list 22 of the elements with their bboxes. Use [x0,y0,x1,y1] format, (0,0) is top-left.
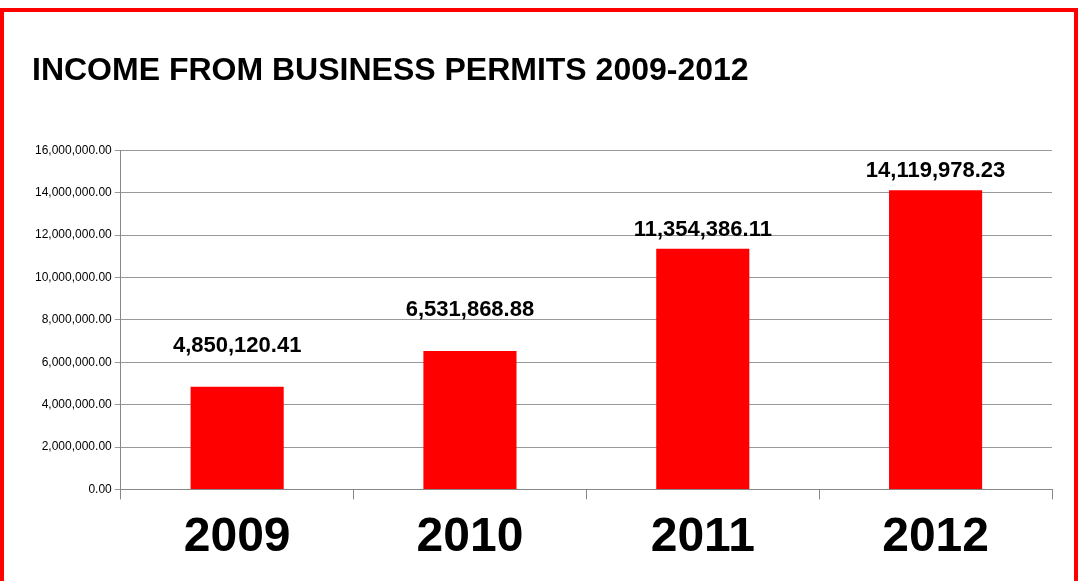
x-tick-label: 2011 [650,508,755,562]
data-label: 11,354,386.11 [633,215,772,241]
bar [423,351,517,489]
data-label: 14,119,978.23 [865,157,1006,183]
bar [656,248,750,489]
bar [889,190,983,489]
y-tick-label: 8,000,000.00 [41,312,113,327]
bar [190,386,284,489]
x-tick-label: 2010 [416,508,524,562]
y-tick-label: 4,000,000.00 [41,396,113,411]
y-tick-label: 12,000,000.00 [34,227,113,242]
data-label: 4,850,120.41 [172,331,302,357]
y-tick-label: 2,000,000.00 [41,439,113,454]
data-label: 6,531,868.88 [405,296,535,322]
x-tick-label: 2009 [183,508,291,562]
x-tick-label: 2012 [882,508,989,562]
y-tick-label: 0.00 [88,481,113,496]
y-tick-label: 14,000,000.00 [34,185,113,200]
y-tick-label: 6,000,000.00 [41,354,113,369]
y-tick-label: 16,000,000.00 [34,142,113,157]
chart-title: INCOME FROM BUSINESS PERMITS 2009-2012 [32,51,749,88]
y-tick-label: 10,000,000.00 [34,269,113,284]
